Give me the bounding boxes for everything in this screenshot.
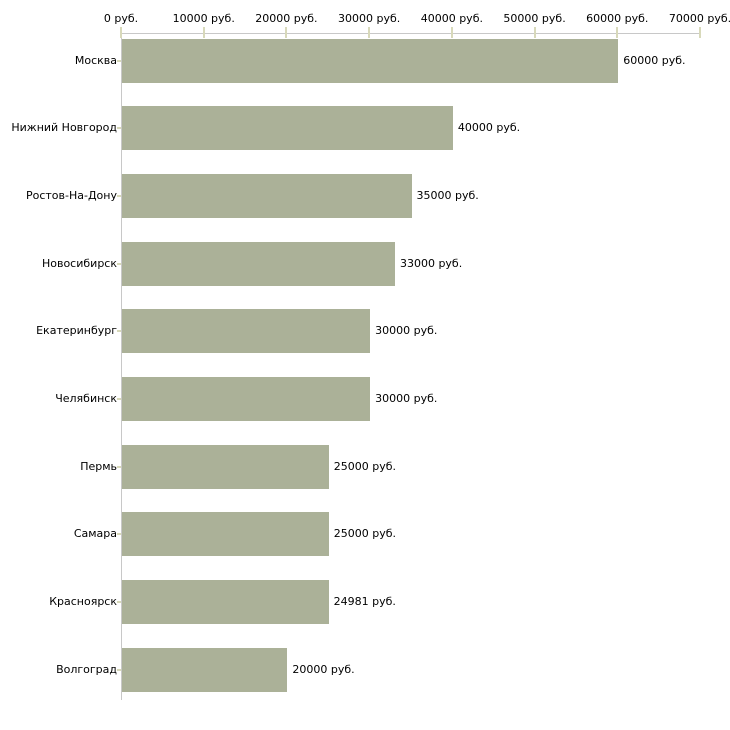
bar	[122, 377, 371, 421]
y-axis-tick-mark	[117, 533, 121, 536]
bar	[122, 444, 329, 489]
x-axis-tick-label: 40000 руб.	[420, 12, 483, 25]
y-axis-tick-mark	[117, 668, 121, 671]
category-label: Волгоград	[56, 662, 117, 676]
x-axis-tick-label: 0 руб.	[103, 12, 139, 25]
bar	[122, 512, 329, 557]
x-axis-tick-mark	[368, 27, 371, 38]
y-axis-tick-mark	[117, 330, 121, 333]
value-label: 25000 руб.	[333, 459, 397, 473]
y-axis-tick-mark	[117, 127, 121, 130]
category-label: Красноярск	[49, 595, 117, 609]
x-axis-tick-label: 30000 руб.	[338, 12, 401, 25]
y-axis-tick-mark	[117, 465, 121, 468]
bar	[122, 647, 288, 692]
value-label: 60000 руб.	[623, 53, 686, 67]
value-label: 40000 руб.	[457, 121, 521, 135]
bar	[122, 173, 412, 218]
y-axis-tick-mark	[117, 194, 121, 197]
x-axis-tick-mark	[616, 27, 619, 38]
x-axis-tick-mark	[285, 27, 288, 38]
x-axis-tick-label: 50000 руб.	[503, 12, 566, 25]
y-axis-tick-mark	[117, 262, 121, 265]
x-axis-tick-label: 70000 руб.	[668, 12, 730, 25]
x-axis-tick-label: 20000 руб.	[255, 12, 318, 25]
category-label: Пермь	[80, 459, 117, 473]
y-axis-tick-mark	[117, 398, 121, 400]
bar	[122, 38, 619, 83]
category-label: Москва	[74, 53, 117, 67]
category-label: Екатеринбург	[36, 324, 117, 338]
y-axis-line	[121, 33, 122, 700]
category-label: Самара	[73, 527, 117, 541]
x-axis-tick-mark	[450, 27, 453, 38]
x-axis-tick-label: 60000 руб.	[586, 12, 649, 25]
bar	[122, 309, 371, 354]
x-axis-tick-label: 10000 руб.	[172, 12, 235, 25]
category-label: Челябинск	[55, 392, 117, 405]
x-axis-line	[121, 33, 701, 34]
x-axis-tick-mark	[699, 27, 701, 38]
value-label: 33000 руб.	[399, 256, 463, 270]
value-label: 25000 руб.	[333, 527, 397, 541]
category-label: Ростов-На-Дону	[25, 188, 117, 202]
y-axis-tick-mark	[117, 601, 121, 604]
bar	[122, 241, 395, 286]
y-axis-tick-mark	[117, 59, 121, 62]
value-label: 20000 руб.	[292, 662, 355, 676]
value-label: 30000 руб.	[375, 392, 438, 405]
category-label: Нижний Новгород	[11, 121, 117, 135]
bar	[122, 106, 453, 151]
value-label: 24981 руб.	[333, 595, 396, 609]
x-axis-tick-mark	[202, 27, 205, 38]
x-axis-tick-mark	[120, 27, 122, 38]
bar	[122, 580, 329, 625]
x-axis-tick-mark	[533, 27, 536, 38]
category-label: Новосибирск	[41, 256, 117, 270]
value-label: 30000 руб.	[375, 324, 438, 338]
value-label: 35000 руб.	[416, 188, 479, 202]
